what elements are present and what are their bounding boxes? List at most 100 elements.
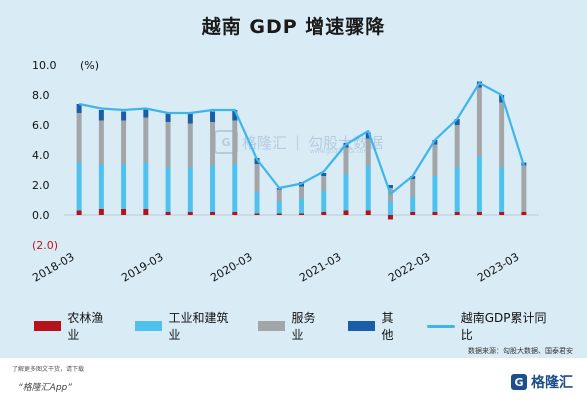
legend-item: 越南GDP累计同比: [427, 309, 550, 343]
y-tick-label: 2.0: [32, 179, 50, 192]
bar-segment: [321, 173, 327, 176]
bar-segment: [232, 212, 238, 215]
legend-item: 其他: [348, 309, 403, 343]
bar-segment: [521, 212, 527, 215]
bar-segment: [343, 210, 349, 215]
bar-segment: [187, 167, 193, 212]
legend-swatch: [258, 321, 286, 331]
y-tick-label: 10.0: [32, 59, 57, 72]
footer-app-name: “格隆汇App”: [18, 383, 72, 393]
bar-segment: [165, 167, 171, 212]
bar-segment: [432, 144, 438, 176]
gdp-line: [78, 81, 525, 196]
legend-item: 服务业: [258, 309, 324, 343]
bar-segment: [499, 102, 505, 167]
bar-segment: [143, 162, 149, 209]
brand-logo-text: 格隆汇: [531, 375, 573, 391]
y-tick-label: 6.0: [32, 119, 50, 132]
bar-segment: [210, 165, 216, 212]
bar-segment: [499, 212, 505, 215]
bar-segment: [476, 156, 482, 212]
x-tick-label: 2022-03: [386, 250, 432, 284]
bar-segment: [210, 111, 216, 122]
bar-segment: [499, 95, 505, 103]
x-tick-label: 2020-03: [208, 250, 254, 284]
x-tick-label: 2023-03: [475, 250, 521, 284]
bar-segment: [454, 119, 460, 125]
chart-title: 越南 GDP 增速骤降: [201, 16, 386, 38]
watermark-separator: |: [295, 133, 301, 151]
bar-segment: [232, 120, 238, 164]
bar-segment: [410, 197, 416, 212]
bar-segment: [365, 138, 371, 166]
bar-segment: [76, 210, 82, 215]
footer-note: 了解更多图文干货，请下载: [12, 366, 85, 373]
bar-segment: [410, 212, 416, 215]
bar-segment: [476, 87, 482, 157]
bar-segment: [454, 125, 460, 167]
bar-segment: [365, 165, 371, 211]
bar-segment: [432, 212, 438, 215]
y-tick-label: (2.0): [32, 239, 58, 252]
bar-segment: [254, 164, 260, 193]
bar-segment: [299, 198, 304, 214]
bar-segment: [365, 210, 371, 215]
bar-segment: [387, 185, 393, 188]
data-source: 数据来源：勾股大数据、国泰君安: [468, 347, 573, 355]
x-tick-label: 2018-03: [30, 250, 76, 284]
watermark-cn: 格隆汇: [242, 133, 288, 152]
bar-segment: [410, 176, 416, 179]
bar-segment: [454, 212, 460, 215]
bar-segment: [343, 147, 349, 175]
bar-segment: [343, 174, 349, 211]
bar-segment: [143, 117, 149, 163]
bar-segment: [121, 209, 127, 215]
brand-logo[interactable]: G 格隆汇: [511, 372, 573, 392]
watermark-brand: 勾股大数据: [308, 133, 384, 152]
bar-segment: [365, 132, 371, 139]
bar-segment: [387, 201, 393, 215]
legend-label: 工业和建筑业: [168, 311, 229, 342]
legend-swatch: [427, 324, 455, 328]
legend-label: 服务业: [291, 311, 316, 342]
legend-label: 越南GDP累计同比: [460, 311, 547, 342]
footer: 了解更多图文干货，请下载 “格隆汇App” G 格隆汇: [0, 358, 587, 404]
legend-label: 其他: [381, 311, 394, 342]
x-tick-label: 2021-03: [297, 250, 343, 284]
bar-segment: [254, 213, 260, 215]
bar-segment: [521, 165, 527, 212]
bar-segment: [454, 167, 460, 212]
bar-segment: [210, 212, 216, 215]
bar-segment: [387, 215, 393, 220]
bar-segment: [121, 111, 127, 121]
bar-segment: [187, 212, 193, 215]
y-tick-label: 4.0: [32, 149, 50, 162]
bar-segment: [410, 179, 416, 197]
bar-segment: [187, 113, 193, 124]
bar-segment: [165, 113, 171, 122]
bar-segment: [299, 213, 304, 215]
bar-segment: [187, 123, 193, 167]
y-tick-label: 0.0: [32, 209, 50, 222]
bar-segment: [432, 176, 438, 212]
bar-segment: [499, 167, 505, 212]
bar-segment: [165, 212, 171, 215]
legend-item: 工业和建筑业: [135, 309, 234, 343]
bar-segment: [121, 164, 127, 209]
y-tick-label: 8.0: [32, 89, 50, 102]
bar-segment: [121, 120, 127, 164]
chart-legend: 农林渔业 工业和建筑业 服务业 其他 越南GDP累计同比: [34, 311, 574, 342]
bar-segment: [321, 176, 327, 191]
bar-segment: [76, 104, 82, 113]
bar-segment: [232, 110, 238, 121]
bar-segment: [98, 209, 104, 215]
bar-segment: [143, 209, 149, 215]
x-tick-label: 2019-03: [119, 250, 165, 284]
bar-segment: [210, 122, 216, 166]
bar-segment: [98, 110, 104, 121]
bar-segment: [76, 113, 82, 163]
bar-segment: [232, 164, 238, 212]
legend-swatch: [135, 321, 163, 331]
